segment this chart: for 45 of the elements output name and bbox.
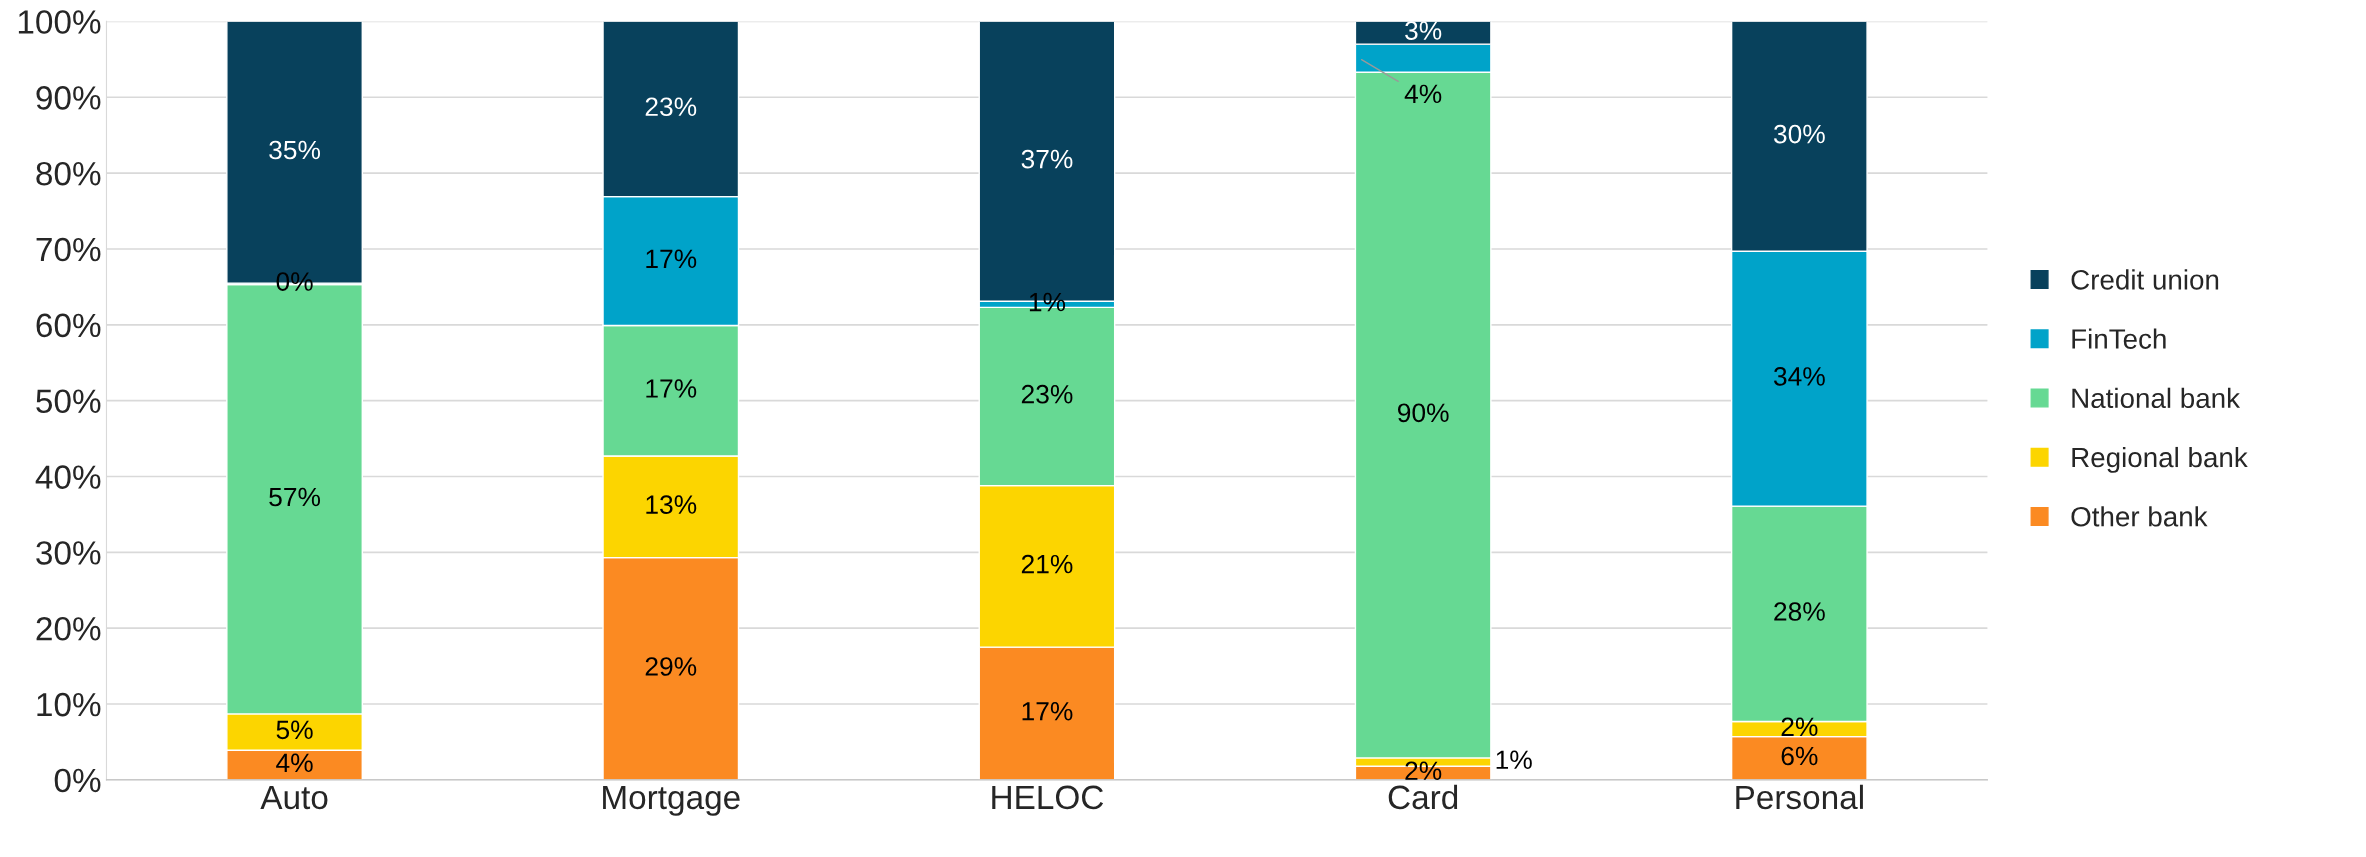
y-tick-label: 80% <box>36 161 101 186</box>
y-tick-label: 20% <box>36 616 101 641</box>
data-label: 23% <box>1021 384 1073 404</box>
data-label: 30% <box>1773 124 1825 144</box>
data-label: 0% <box>276 272 313 291</box>
data-label: 5% <box>276 720 313 740</box>
data-label: 1% <box>1496 750 1532 770</box>
x-tick-label: Card <box>1388 784 1458 810</box>
legend-label: Regional bank <box>2072 446 2248 473</box>
data-label: 37% <box>1021 149 1073 169</box>
y-tick-label: 100% <box>18 10 101 34</box>
data-label: 3% <box>1405 21 1442 40</box>
y-tick-label: 0% <box>54 768 101 793</box>
data-label: 17% <box>646 249 697 269</box>
x-tick-label: Auto <box>260 785 328 810</box>
data-label: 17% <box>646 379 697 398</box>
data-label: 2% <box>1781 717 1818 737</box>
data-label: 4% <box>1404 84 1442 104</box>
data-label: 2% <box>1405 761 1442 781</box>
data-label: 35% <box>269 140 321 160</box>
legend-label: FinTech <box>2072 328 2166 349</box>
y-tick-label: 50% <box>36 389 101 414</box>
data-label: 28% <box>1774 602 1825 621</box>
y-tick-label: 90% <box>36 86 101 110</box>
data-label: 13% <box>646 495 697 514</box>
y-tick-label: 10% <box>37 692 101 717</box>
data-label: 90% <box>1397 403 1449 423</box>
x-tick-label: Personal <box>1736 784 1863 810</box>
legend-label: National bank <box>2072 387 2241 409</box>
data-label: 34% <box>1773 367 1825 386</box>
y-tick-label: 60% <box>36 313 101 338</box>
data-label: 29% <box>645 657 697 676</box>
y-tick-label: 40% <box>35 465 101 489</box>
data-label: 6% <box>1781 746 1818 766</box>
y-tick-label: 30% <box>36 541 101 565</box>
x-tick-label: HELOC <box>992 785 1104 810</box>
data-label: 57% <box>269 487 321 507</box>
data-label: 21% <box>1021 554 1073 574</box>
y-tick-label: 70% <box>36 237 101 262</box>
data-label: 23% <box>645 97 697 117</box>
x-tick-label: Mortgage <box>603 785 740 816</box>
legend-label: Other bank <box>2071 506 2208 527</box>
data-label: 4% <box>276 753 313 773</box>
data-label: 17% <box>1022 702 1073 721</box>
legend-label: Credit union <box>2071 269 2219 290</box>
